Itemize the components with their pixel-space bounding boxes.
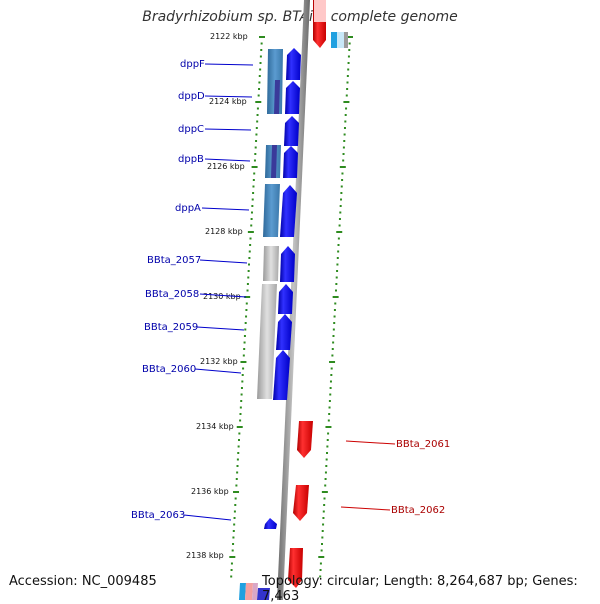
gene-BBta_2057 xyxy=(280,246,295,282)
kbp-label: 2122 kbp xyxy=(210,32,248,41)
gene-BBta_2060 xyxy=(273,350,290,400)
kbp-label: 2132 kbp xyxy=(200,357,238,366)
forward-strand-genes xyxy=(264,48,301,529)
reverse-strand-genes xyxy=(288,0,326,588)
gene-BBta_2062 xyxy=(293,485,309,521)
gene-BBta_2058 xyxy=(278,284,293,314)
gene-dppF xyxy=(286,48,301,80)
kbp-label: 2136 kbp xyxy=(191,487,229,496)
map-title: Bradyrhizobium sp. BTAi1, complete genom… xyxy=(142,9,458,25)
cog-bar-top-right xyxy=(331,32,337,48)
accession-text: Accession: NC_009485 xyxy=(9,574,157,589)
gene-dppB xyxy=(283,146,298,178)
cog-bar-bottom xyxy=(239,583,246,600)
gene-label: dppF xyxy=(180,59,205,70)
gene-label: dppB xyxy=(178,154,204,165)
kbp-label: 2126 kbp xyxy=(207,162,245,171)
ruler-ticks xyxy=(229,36,353,578)
gene-label: dppD xyxy=(178,91,205,102)
kbp-label: 2130 kbp xyxy=(203,292,241,301)
kbp-label: 2134 kbp xyxy=(196,422,234,431)
gene-label: BBta_2059 xyxy=(144,322,198,333)
gene-BBta_2063 xyxy=(264,518,277,529)
gene-label: dppA xyxy=(175,203,201,214)
ruler-labels: 2122 kbp 2124 kbp 2126 kbp 2128 kbp 2130… xyxy=(186,32,248,560)
gene-BBta_2059 xyxy=(276,314,292,350)
gene-label: BBta_2058 xyxy=(145,289,199,300)
label-leaders xyxy=(183,63,254,521)
gene-label: BBta_2062 xyxy=(391,505,445,516)
kbp-label: 2124 kbp xyxy=(209,97,247,106)
gene-label: BBta_2061 xyxy=(396,439,450,450)
cog-track xyxy=(239,32,348,600)
gene-dppC xyxy=(284,116,299,146)
kbp-label: 2138 kbp xyxy=(186,551,224,560)
gene-labels: dppF dppD dppC dppB dppA BBta_2057 BBta_… xyxy=(131,59,450,521)
gene-label: BBta_2057 xyxy=(147,255,201,266)
gene-label: BBta_2063 xyxy=(131,510,185,521)
cog-bar-dppA xyxy=(263,184,280,237)
label-leaders-reverse xyxy=(340,440,396,511)
gene-label: dppC xyxy=(178,124,204,135)
gene-dppA xyxy=(280,185,297,237)
cog-bar-BBta_2057 xyxy=(263,246,279,281)
genome-backbone xyxy=(277,0,310,600)
cog-bar-BBta_2058-2060 xyxy=(257,284,277,399)
gene-BBta_2061 xyxy=(297,421,313,458)
kbp-label: 2128 kbp xyxy=(205,227,243,236)
gene-reverse-bottom xyxy=(288,548,303,588)
gene-dppD xyxy=(285,81,300,114)
gene-label: BBta_2060 xyxy=(142,364,196,375)
